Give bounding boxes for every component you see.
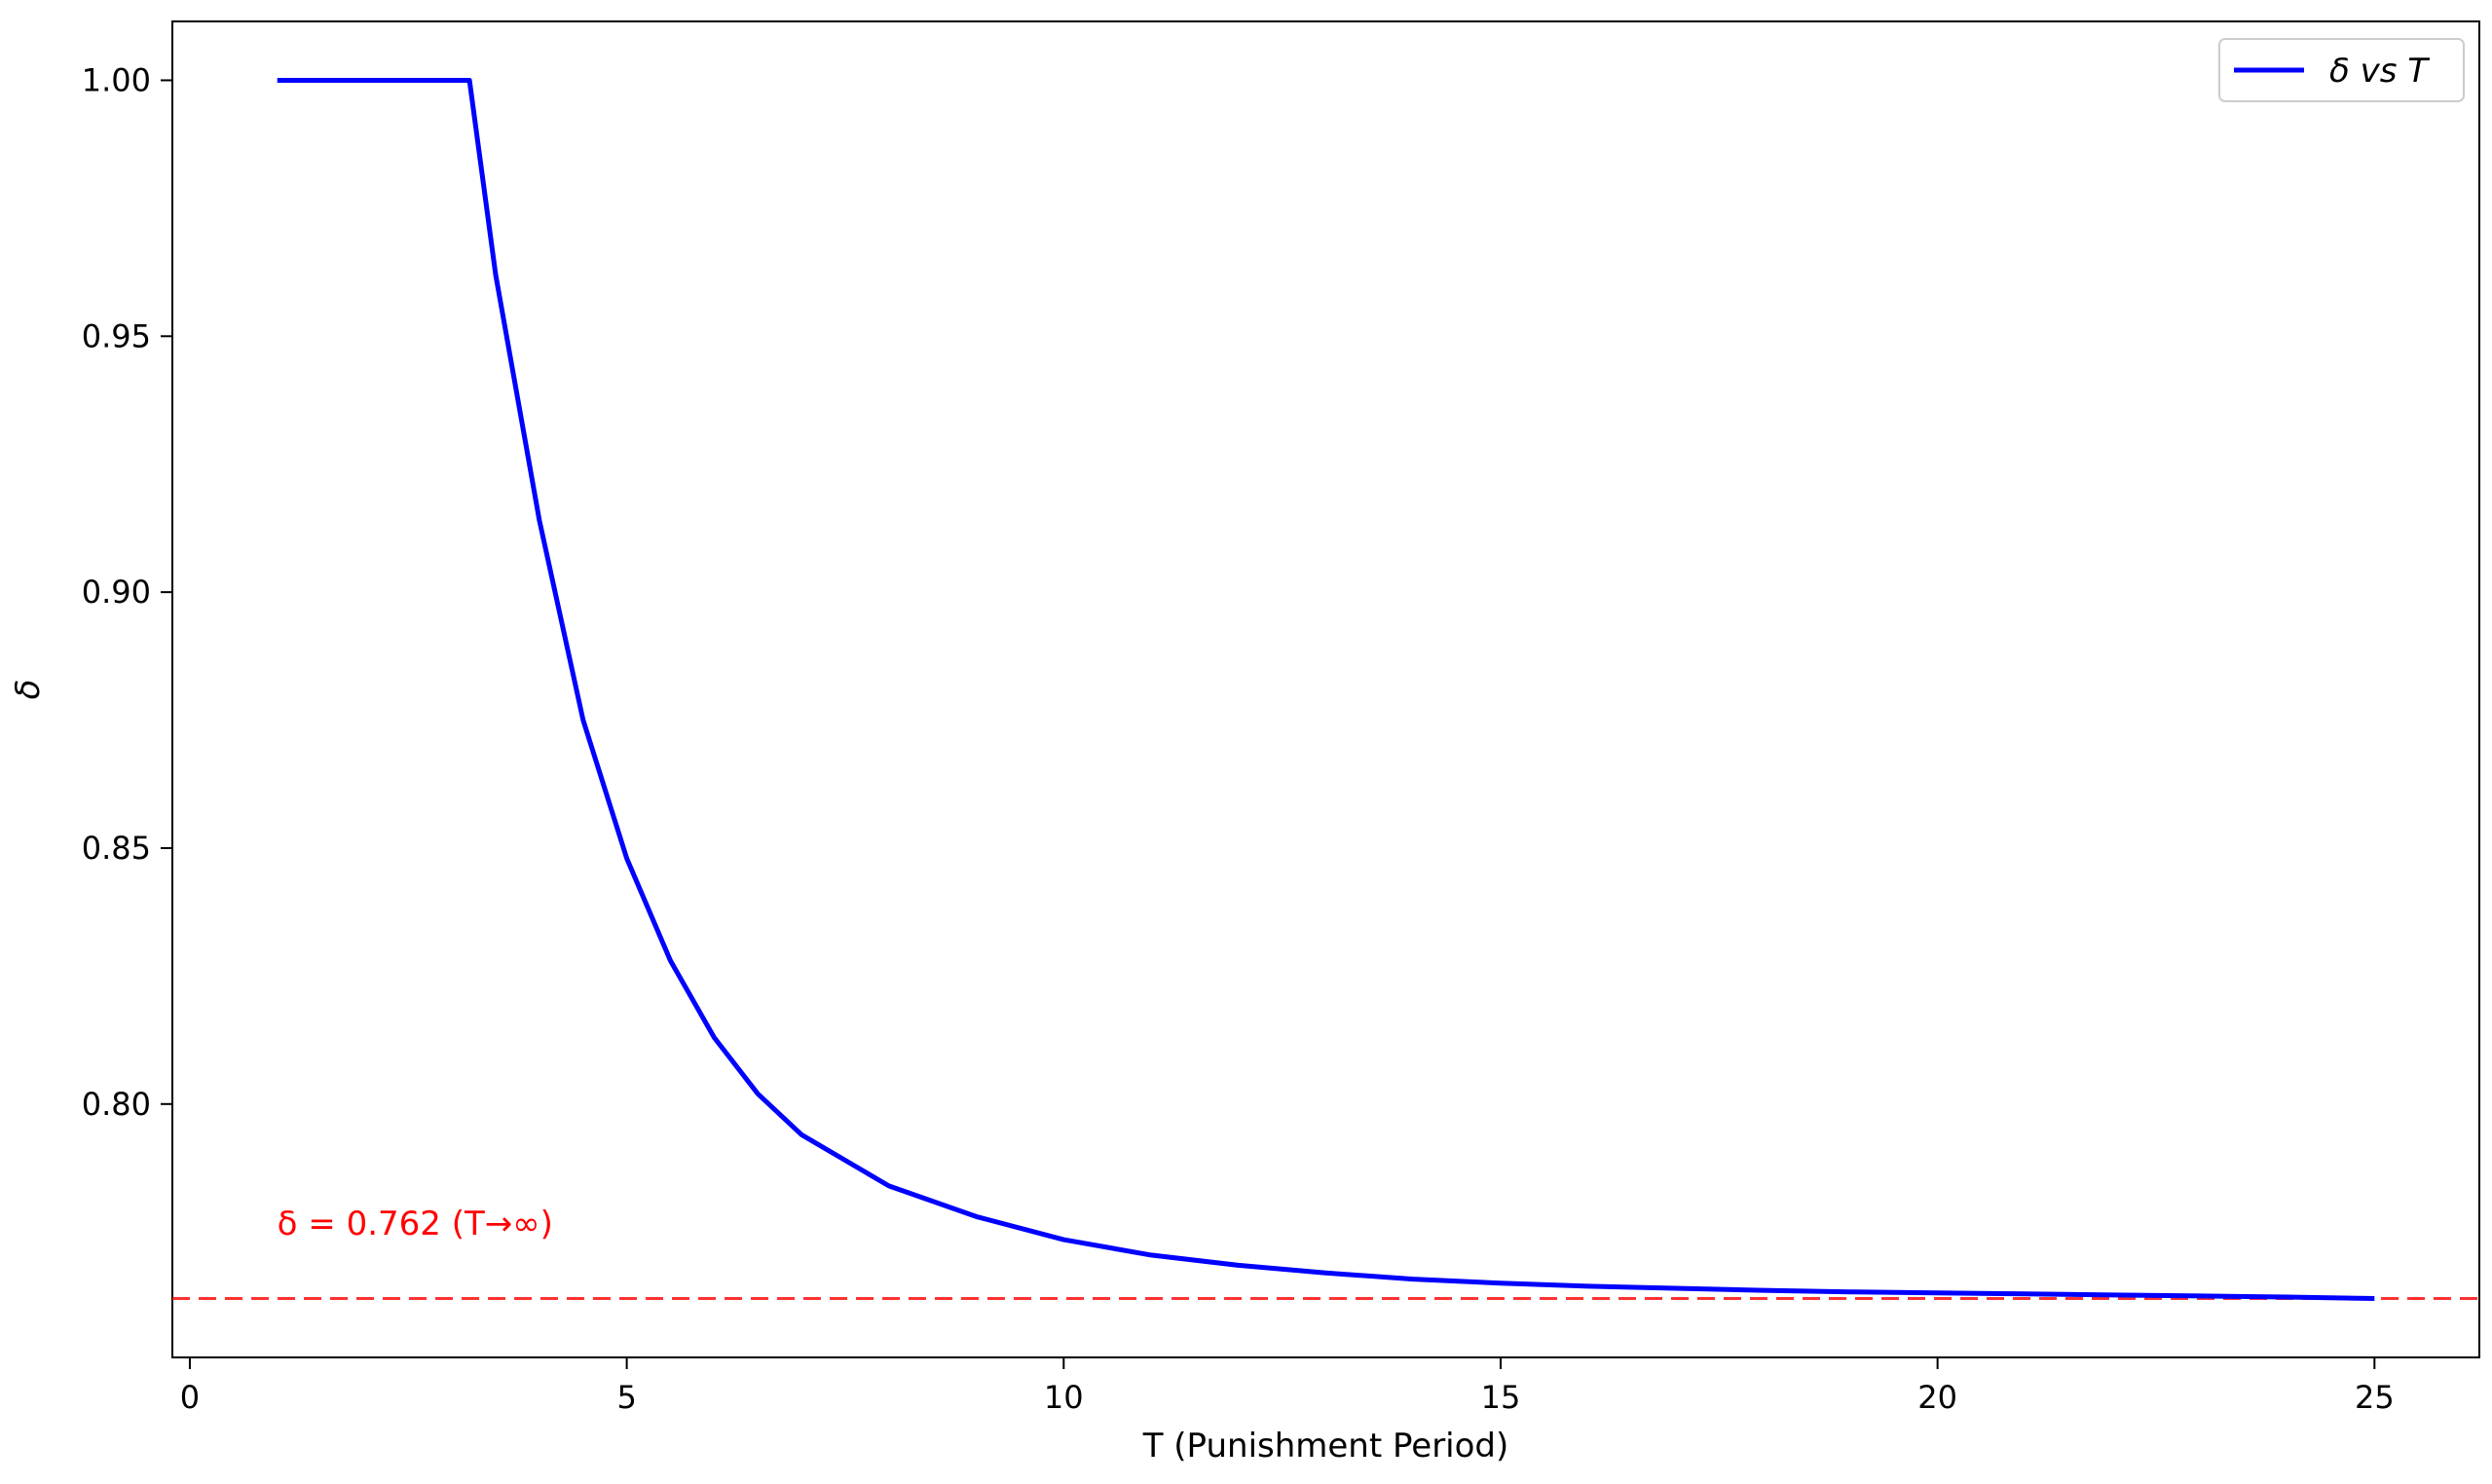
y-tick-label: 0.80: [82, 1086, 151, 1123]
series-layer: [277, 78, 2375, 1301]
x-tick-label: 5: [616, 1379, 636, 1416]
x-tick-label: 10: [1044, 1379, 1084, 1416]
x-axis-label: T (Punishment Period): [1142, 1427, 1509, 1465]
y-tick-label: 0.90: [82, 574, 151, 611]
y-tick-label: 0.95: [82, 317, 151, 354]
legend-entry-label: δ vs T: [2329, 52, 2430, 91]
asymptote-annotation: δ = 0.762 (T→∞): [278, 1205, 553, 1243]
legend-box: [2218, 38, 2465, 102]
axes-frame: [171, 20, 2480, 1358]
series-line: [277, 78, 2375, 1301]
y-axis-label: δ: [9, 680, 48, 700]
plot-area: 0 5 10 15 20 25 0.80 0.85 0.90 0.95 1.00 δ = 0.76…: [82, 20, 2480, 1416]
y-axis-ticks: 0.80 0.85 0.90 0.95 1.00: [82, 61, 172, 1123]
y-tick-label: 0.85: [82, 830, 151, 867]
x-axis-ticks: 0 5 10 15 20 25: [180, 1357, 2395, 1416]
annotations: δ = 0.762 (T→∞): [278, 1205, 553, 1243]
x-tick-label: 20: [1917, 1379, 1957, 1416]
legend: δ vs T: [2218, 38, 2465, 102]
x-tick-label: 25: [2355, 1379, 2395, 1416]
y-tick-label: 1.00: [82, 61, 151, 98]
x-tick-label: 15: [1481, 1379, 1521, 1416]
x-tick-label: 0: [180, 1379, 200, 1416]
